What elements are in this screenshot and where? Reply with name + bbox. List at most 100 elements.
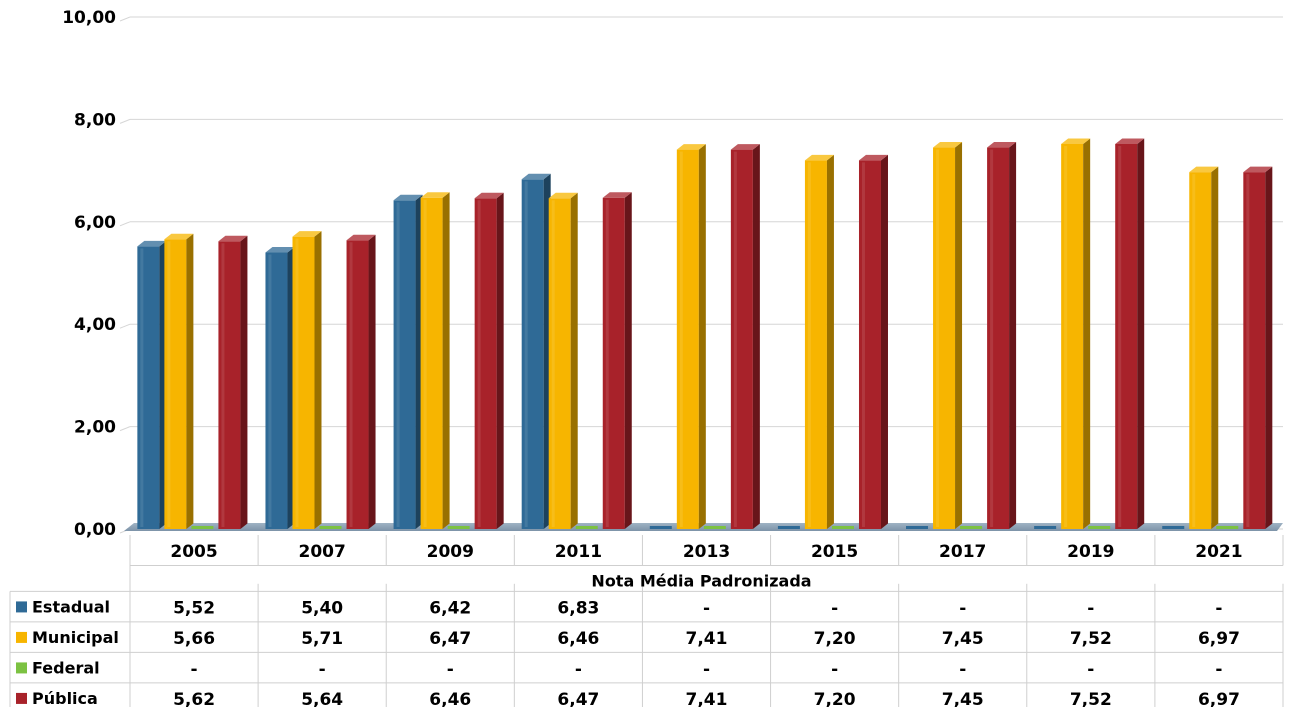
bar-highlight	[551, 200, 555, 528]
bar-highlight	[477, 200, 481, 528]
value-cell: -	[1087, 659, 1094, 679]
category-label: 2007	[299, 542, 346, 562]
bar-top	[265, 247, 295, 253]
value-cell: 6,97	[1198, 629, 1240, 649]
bars	[137, 138, 1273, 530]
bar-highlight	[733, 151, 737, 527]
bar-side	[1265, 166, 1273, 530]
value-cell: -	[1215, 598, 1222, 618]
bar-side	[368, 234, 376, 529]
legend-swatch-pública	[16, 692, 27, 704]
bar-highlight	[679, 151, 683, 527]
value-cell: 6,83	[557, 598, 599, 618]
category-label: 2013	[683, 542, 730, 562]
bar-highlight	[524, 181, 528, 527]
value-cell: 5,62	[173, 690, 215, 707]
value-cell: 5,64	[301, 690, 343, 707]
y-tick-label: 10,00	[62, 8, 116, 28]
legend-swatch-federal	[16, 662, 27, 674]
bar-side	[1137, 138, 1145, 529]
y-tick-label: 8,00	[74, 110, 116, 130]
value-cell: 6,46	[557, 629, 599, 649]
value-cell: -	[703, 598, 710, 618]
bar-highlight	[423, 199, 427, 527]
bar-top	[1115, 138, 1145, 144]
gridline-perspective	[119, 426, 131, 432]
bar-top	[676, 144, 706, 150]
bar-side	[314, 231, 322, 529]
value-cell: 6,97	[1198, 690, 1240, 707]
data-table: 2005 2007 2009 2011 2013 2015 2017 2019 2021 Nota…	[9, 535, 1284, 707]
bar-highlight	[349, 242, 353, 527]
bar-top	[521, 173, 551, 180]
bar-top	[1243, 166, 1273, 173]
bar-side	[880, 154, 888, 530]
value-cell: -	[319, 659, 326, 679]
category-label: 2015	[811, 542, 858, 562]
bar-zero-federal	[319, 526, 342, 529]
gridline-perspective	[119, 221, 131, 227]
bar-zero-estadual	[777, 526, 800, 529]
value-cell: 5,40	[301, 598, 343, 618]
legend-swatch-estadual	[16, 601, 27, 613]
value-cell: 7,45	[942, 690, 984, 707]
category-label: 2019	[1067, 542, 1114, 562]
y-tick-label: 6,00	[74, 213, 116, 233]
bar-highlight	[1118, 145, 1122, 527]
value-cell: 7,52	[1070, 629, 1112, 649]
bar-highlight	[140, 248, 144, 527]
bar-highlight	[936, 149, 940, 527]
value-cell: 7,52	[1070, 690, 1112, 707]
bar-top	[164, 233, 194, 240]
bar-side	[240, 235, 248, 530]
bar-side	[186, 233, 194, 529]
value-cell: -	[831, 598, 838, 618]
bar-highlight	[861, 162, 865, 528]
bar-zero-federal	[191, 526, 214, 529]
bar-zero-estadual	[906, 526, 929, 529]
bar-top	[548, 192, 578, 199]
bar-zero-federal	[831, 526, 854, 529]
bar-top	[1061, 138, 1091, 144]
bar-highlight	[605, 199, 609, 527]
bar-top	[933, 142, 963, 148]
bar-zero-federal	[960, 526, 983, 529]
bar-top	[137, 240, 167, 247]
table-subtitle: Nota Média Padronizada	[591, 572, 811, 591]
bar-top	[987, 142, 1017, 148]
value-cell: 6,46	[429, 690, 471, 707]
category-label: 2009	[427, 542, 474, 562]
value-cell: 6,42	[429, 598, 471, 618]
bar-top	[1189, 166, 1219, 173]
value-cell: -	[703, 659, 710, 679]
bar-highlight	[1246, 174, 1250, 528]
bar-highlight	[1192, 174, 1196, 528]
value-cell: -	[191, 659, 198, 679]
category-label: 2011	[555, 542, 602, 562]
value-cell: 6,47	[557, 690, 599, 707]
series-name: Federal	[32, 658, 100, 677]
value-cell: 7,45	[942, 629, 984, 649]
value-cell: -	[1215, 659, 1222, 679]
bar-side	[442, 192, 450, 529]
value-cell: -	[959, 598, 966, 618]
bar-top	[730, 144, 760, 150]
bar-side	[1083, 138, 1091, 529]
bar-zero-estadual	[1162, 526, 1185, 529]
value-cell: -	[831, 659, 838, 679]
bar-side	[570, 192, 578, 530]
bar-top	[858, 154, 888, 161]
value-cell: 5,52	[173, 598, 215, 618]
bar-top	[420, 192, 450, 198]
category-label: 2005	[170, 542, 217, 562]
bar-highlight	[990, 149, 994, 527]
legend-swatch-municipal	[16, 631, 27, 643]
bar-zero-estadual	[649, 526, 672, 529]
value-cell: 5,66	[173, 629, 215, 649]
bar-side	[698, 144, 706, 529]
bar-side	[1009, 142, 1017, 529]
bar-zero-federal	[1216, 526, 1239, 529]
gridline-perspective	[119, 118, 131, 124]
bar-zero-estadual	[1034, 526, 1057, 529]
